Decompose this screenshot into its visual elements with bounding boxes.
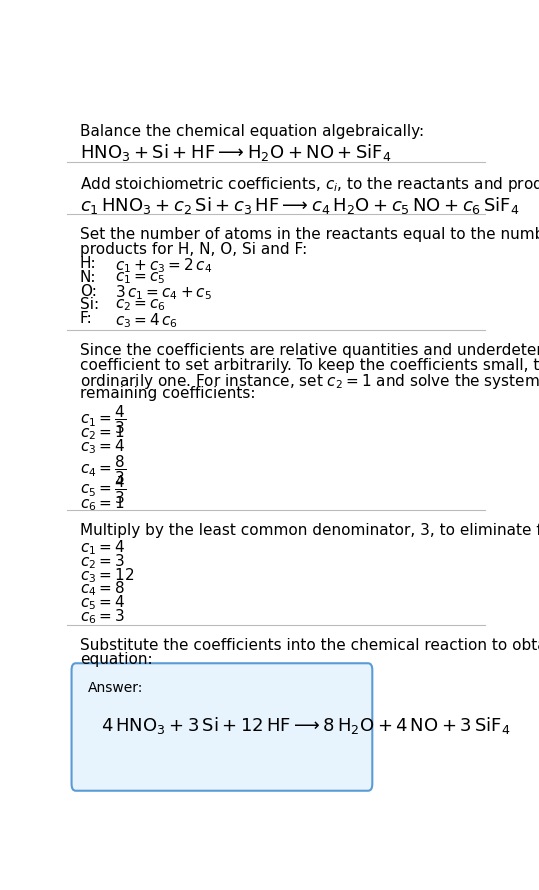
Text: $c_2 = c_6$: $c_2 = c_6$ [115, 297, 166, 313]
Text: $c_1 + c_3 = 2\,c_4$: $c_1 + c_3 = 2\,c_4$ [115, 256, 213, 275]
Text: O:: O: [80, 284, 97, 299]
Text: Balance the chemical equation algebraically:: Balance the chemical equation algebraica… [80, 124, 424, 139]
Text: $3\,c_1 = c_4 + c_5$: $3\,c_1 = c_4 + c_5$ [115, 284, 212, 303]
Text: $c_3 = 4$: $c_3 = 4$ [80, 437, 125, 456]
Text: $c_2 = 3$: $c_2 = 3$ [80, 552, 125, 571]
Text: ordinarily one. For instance, set $c_2 = 1$ and solve the system of equations fo: ordinarily one. For instance, set $c_2 =… [80, 372, 539, 391]
Text: $c_3 = 12$: $c_3 = 12$ [80, 566, 134, 585]
Text: $\mathrm{HNO_3 + Si + HF \longrightarrow H_2O + NO + SiF_4}$: $\mathrm{HNO_3 + Si + HF \longrightarrow… [80, 142, 391, 164]
Text: $c_4 = \dfrac{8}{3}$: $c_4 = \dfrac{8}{3}$ [80, 453, 126, 486]
Text: $c_2 = 1$: $c_2 = 1$ [80, 424, 125, 442]
Text: Si:: Si: [80, 297, 99, 312]
Text: coefficient to set arbitrarily. To keep the coefficients small, the arbitrary va: coefficient to set arbitrarily. To keep … [80, 358, 539, 373]
Text: products for H, N, O, Si and F:: products for H, N, O, Si and F: [80, 242, 307, 257]
Text: $c_6 = 1$: $c_6 = 1$ [80, 494, 125, 513]
Text: $c_1 = \dfrac{4}{3}$: $c_1 = \dfrac{4}{3}$ [80, 403, 126, 435]
Text: remaining coefficients:: remaining coefficients: [80, 386, 255, 401]
Text: Answer:: Answer: [88, 681, 143, 695]
Text: Add stoichiometric coefficients, $c_i$, to the reactants and products:: Add stoichiometric coefficients, $c_i$, … [80, 175, 539, 194]
Text: $4\,\mathrm{HNO_3} + 3\,\mathrm{Si} + 12\,\mathrm{HF} \longrightarrow 8\,\mathrm: $4\,\mathrm{HNO_3} + 3\,\mathrm{Si} + 12… [101, 716, 510, 736]
Text: Substitute the coefficients into the chemical reaction to obtain the balanced: Substitute the coefficients into the che… [80, 638, 539, 653]
Text: N:: N: [80, 270, 96, 285]
Text: Since the coefficients are relative quantities and underdetermined, choose a: Since the coefficients are relative quan… [80, 344, 539, 359]
Text: $c_1\,\mathrm{HNO_3} + c_2\,\mathrm{Si} + c_3\,\mathrm{HF} \longrightarrow c_4\,: $c_1\,\mathrm{HNO_3} + c_2\,\mathrm{Si} … [80, 195, 520, 215]
Text: $c_6 = 3$: $c_6 = 3$ [80, 607, 125, 626]
Text: Set the number of atoms in the reactants equal to the number of atoms in the: Set the number of atoms in the reactants… [80, 228, 539, 242]
Text: $c_4 = 8$: $c_4 = 8$ [80, 579, 125, 598]
Text: $c_5 = 4$: $c_5 = 4$ [80, 594, 125, 612]
Text: equation:: equation: [80, 652, 153, 668]
Text: $c_5 = \dfrac{4}{3}$: $c_5 = \dfrac{4}{3}$ [80, 473, 126, 506]
Text: H:: H: [80, 256, 96, 271]
Text: F:: F: [80, 311, 93, 326]
FancyBboxPatch shape [72, 663, 372, 790]
Text: $c_1 = 4$: $c_1 = 4$ [80, 538, 125, 557]
Text: $c_3 = 4\,c_6$: $c_3 = 4\,c_6$ [115, 311, 178, 329]
Text: $c_1 = c_5$: $c_1 = c_5$ [115, 270, 166, 286]
Text: Multiply by the least common denominator, 3, to eliminate fractional coefficient: Multiply by the least common denominator… [80, 522, 539, 538]
